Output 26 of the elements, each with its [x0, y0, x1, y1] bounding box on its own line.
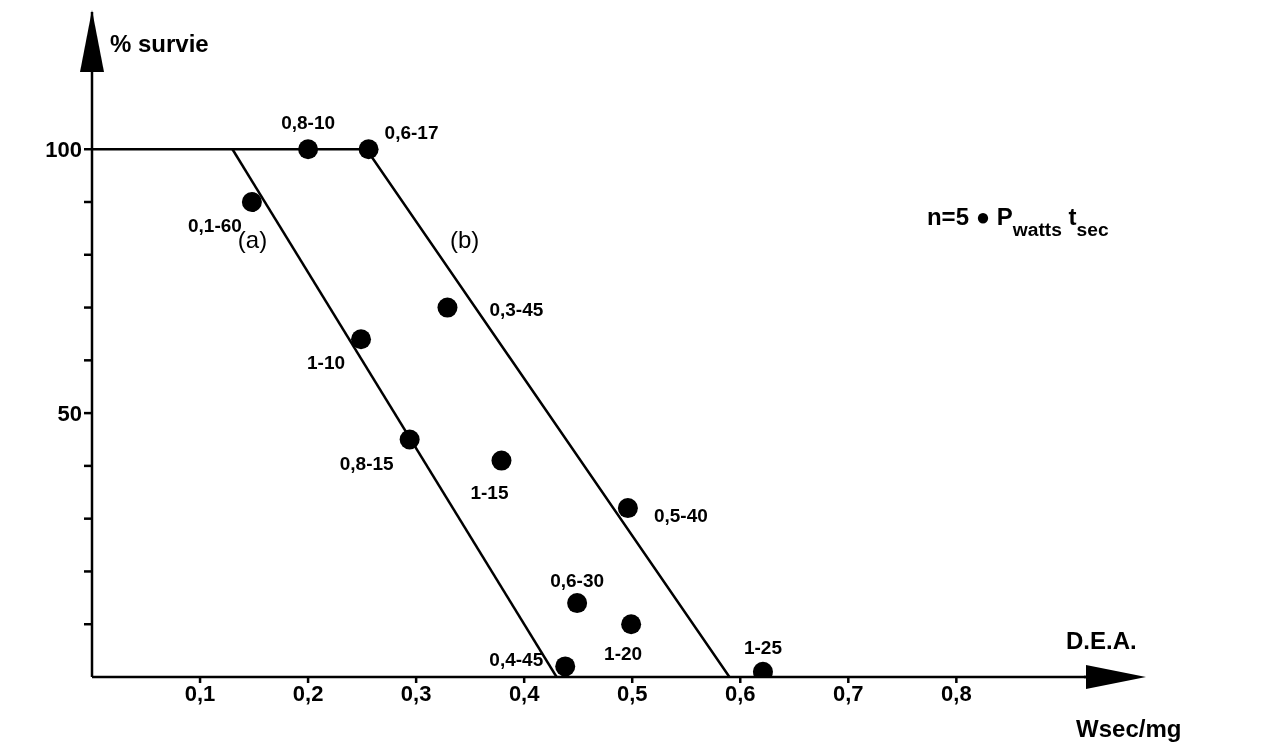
- y-axis-title: % survie: [110, 30, 209, 57]
- x-axis-title: D.E.A.: [1066, 627, 1137, 654]
- annotation: n=5 ● P$_{watts}$ t$_{sec}$: [926, 202, 1109, 240]
- series-label: (b): [449, 225, 480, 253]
- x-tick-label: 0,3: [400, 680, 432, 706]
- data-label: 0,8-15: [339, 452, 395, 474]
- x-tick-label: 0,6: [724, 680, 756, 706]
- data-label: 1-20: [604, 643, 643, 665]
- x-tick-label: 0,5: [616, 680, 648, 706]
- data-label: 0,6-17: [384, 122, 439, 144]
- x-tick-label: 0,4: [508, 680, 541, 706]
- text: Wsec/mg: [1076, 714, 1182, 742]
- data-label: 1-15: [470, 481, 509, 503]
- x-tick-label: 0,7: [833, 680, 864, 706]
- x-tick-label: 0,1: [184, 680, 216, 706]
- data-label: 0,5-40: [653, 505, 708, 527]
- y-tick-label: 100: [45, 137, 82, 163]
- data-label: 1-25: [743, 636, 783, 658]
- x-tick-label: 0,8: [941, 680, 972, 706]
- data-label: 0,8-10: [281, 112, 336, 134]
- data-label: 0,4-45: [489, 649, 544, 671]
- y-tick-label: 50: [57, 400, 82, 426]
- data-label: 0,3-45: [489, 298, 544, 320]
- data-label: 1-10: [307, 352, 346, 374]
- data-label: 0,6-30: [550, 570, 605, 592]
- x-tick-label: 0,2: [292, 680, 324, 706]
